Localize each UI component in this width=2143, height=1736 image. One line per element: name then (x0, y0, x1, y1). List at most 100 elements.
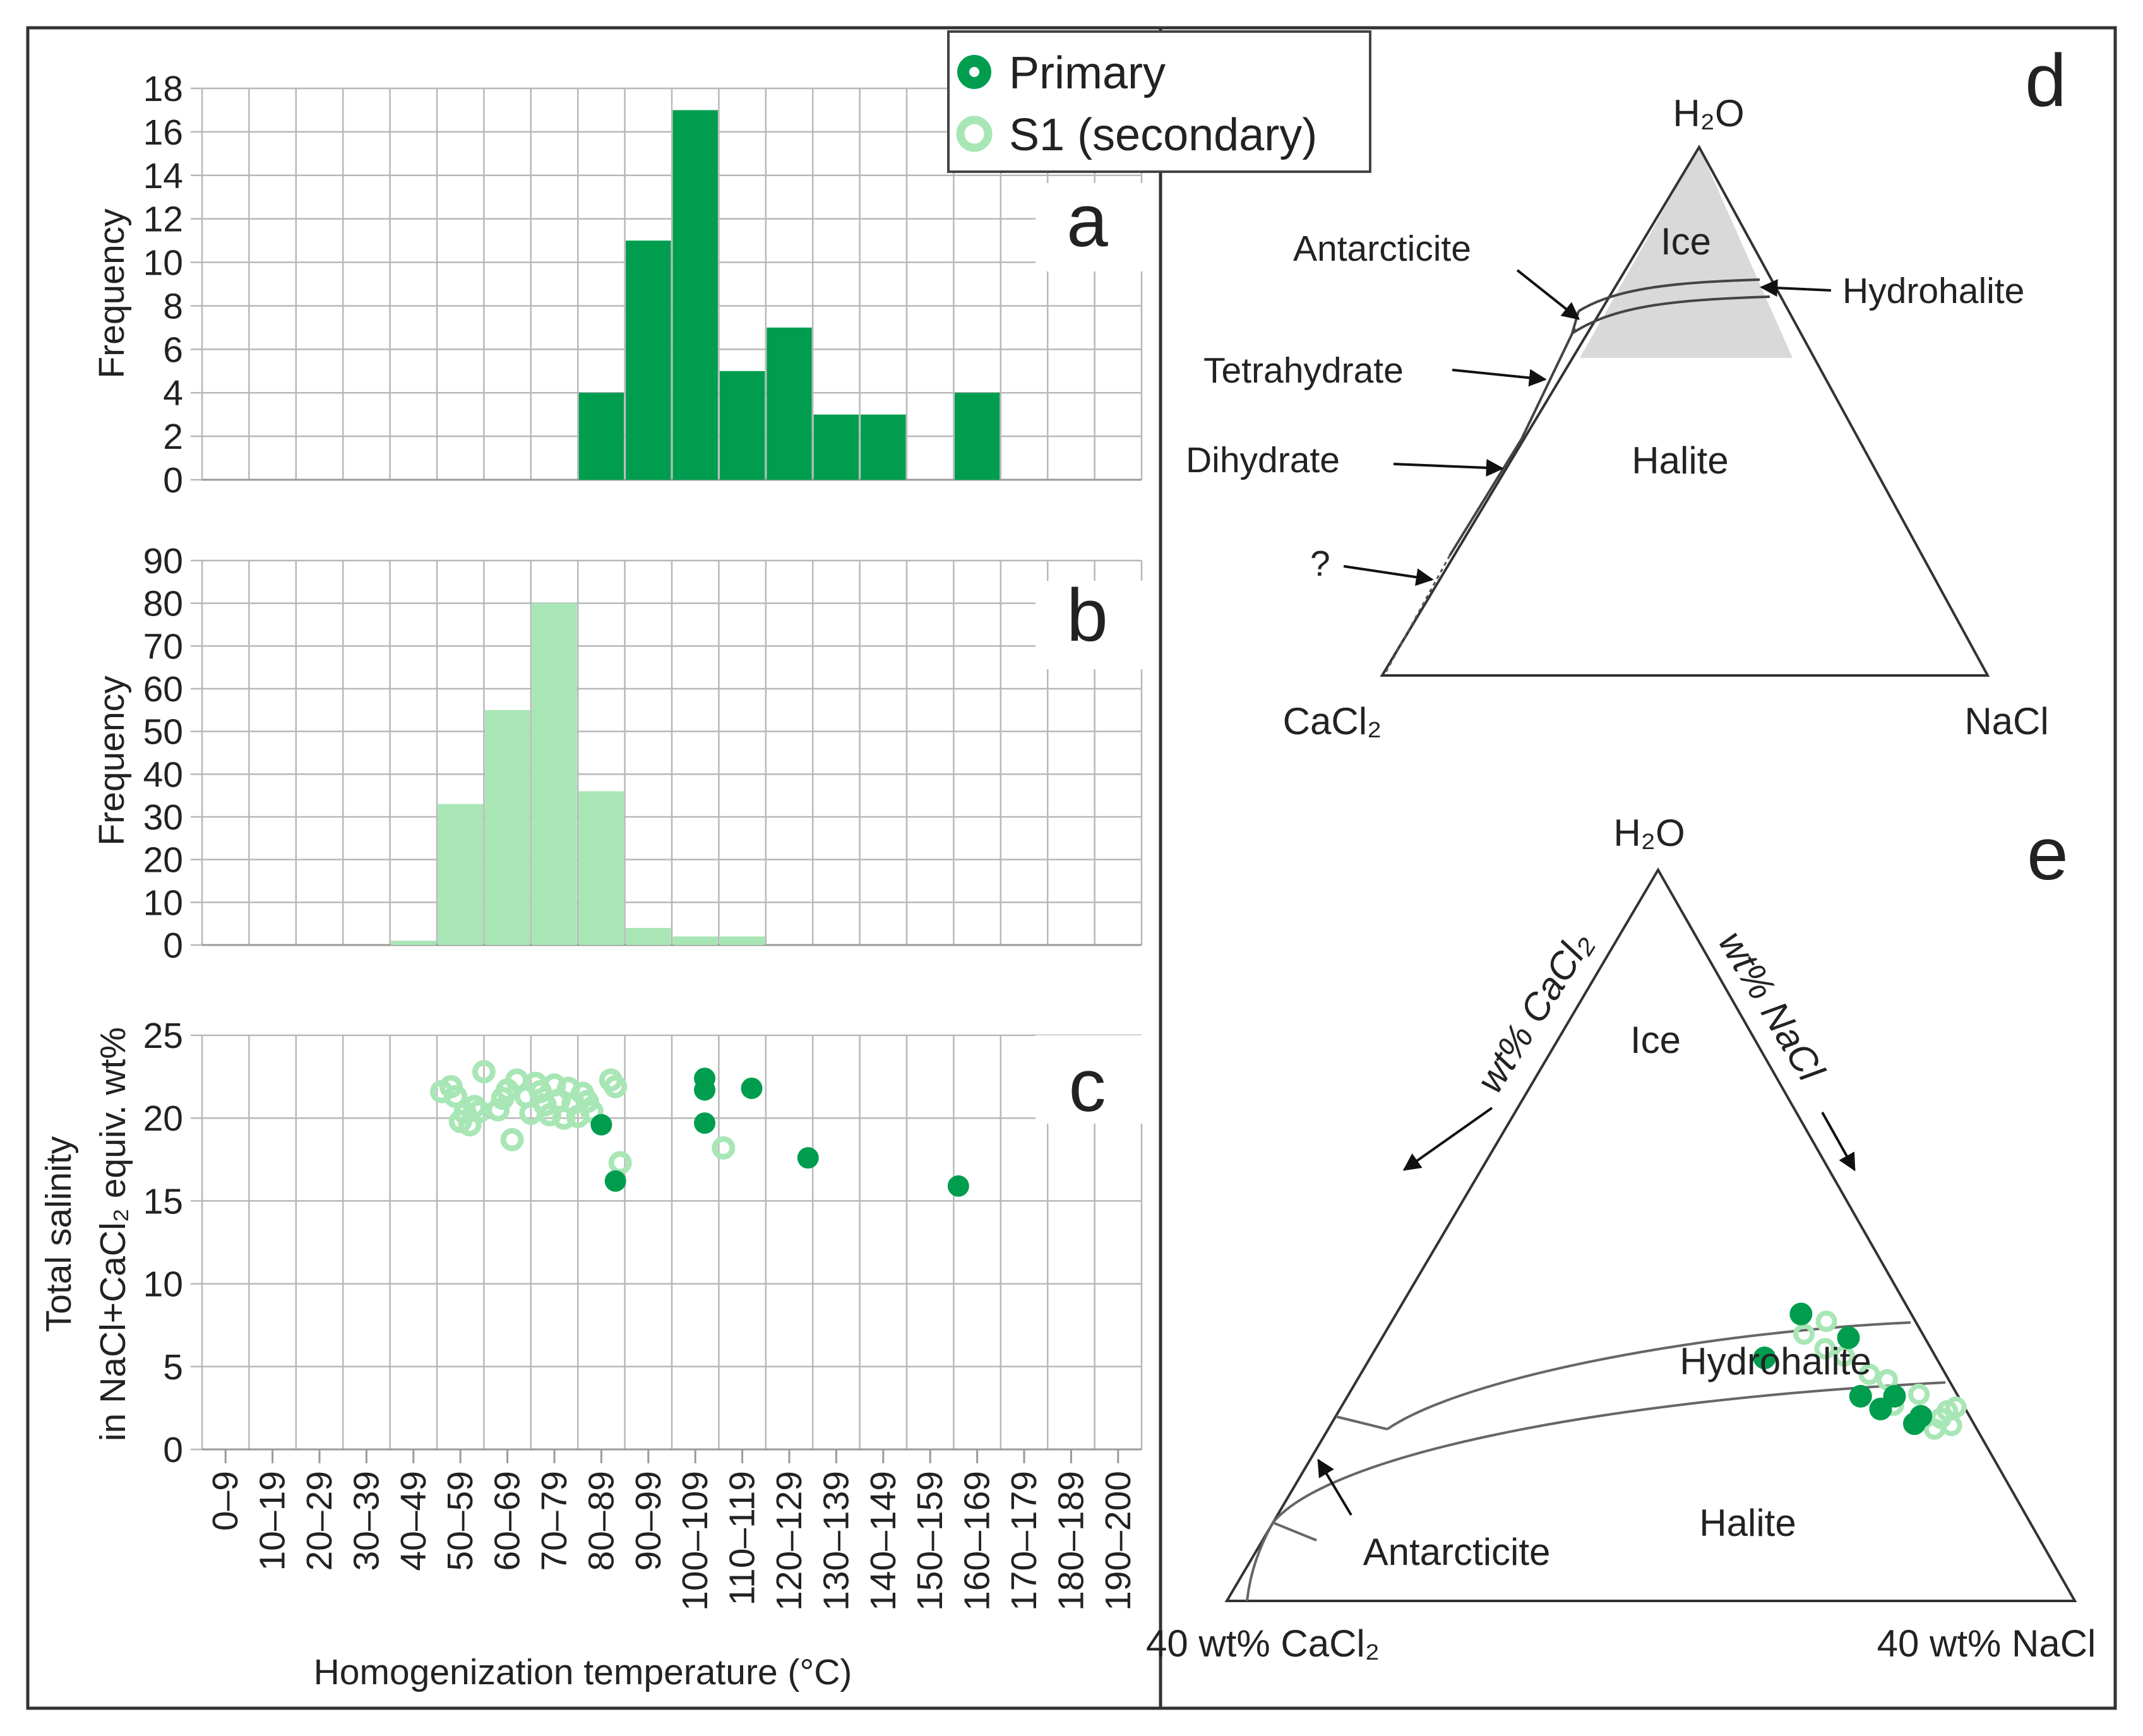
panel-e-letter: e (2027, 812, 2068, 896)
bar (438, 804, 483, 945)
x-category-label: 20–29 (299, 1471, 340, 1571)
y-tick-label: 10 (143, 243, 183, 283)
y-tick-label: 60 (143, 669, 183, 710)
halite-field-label-e: Halite (1699, 1502, 1796, 1544)
bar (767, 327, 812, 480)
panel-b-grid (191, 559, 1143, 946)
boundary-antarcticite-e (1246, 1522, 1274, 1602)
ternary-d-triangle (1380, 144, 1990, 677)
y-tick-label: 15 (143, 1181, 183, 1222)
y-tick-label: 4 (163, 373, 183, 413)
boundary-dihydrate (1448, 437, 1523, 557)
antarcticite-arrow (1516, 269, 1580, 320)
bar (813, 414, 859, 480)
y-tick-label: 0 (163, 1430, 183, 1470)
dihydrate-label: Dihydrate (1186, 440, 1340, 480)
y-tick-label: 50 (143, 712, 183, 752)
nacl-axis-arrow (1821, 1112, 1856, 1172)
x-category-label: 10–19 (253, 1471, 293, 1571)
bar (954, 393, 1000, 480)
secondary-point (1858, 1364, 1880, 1386)
ice-field-label-e: Ice (1630, 1019, 1681, 1061)
panel-c-points (429, 1060, 969, 1197)
panel-a-bars (578, 110, 1000, 480)
primary-point (797, 1147, 819, 1169)
primary-point (947, 1175, 969, 1197)
unknown-phase-arrow (1343, 565, 1434, 586)
y-tick-label: 25 (143, 1016, 183, 1056)
primary-point (694, 1079, 716, 1101)
legend-secondary-marker (956, 116, 993, 152)
x-category-label: 100–109 (675, 1471, 715, 1611)
panel-c-letter: c (1069, 1044, 1106, 1127)
panel-c-letter-bg (1036, 1035, 1143, 1124)
apex-left-label-e: 40 wt% CaCl₂ (1146, 1622, 1380, 1665)
bar (578, 393, 624, 480)
y-tick-label: 10 (143, 1264, 183, 1305)
tetrahydrate-arrow (1452, 369, 1547, 387)
bar (626, 241, 671, 480)
y-tick-label: 80 (143, 584, 183, 624)
halite-field-label: Halite (1632, 439, 1728, 482)
y-tick-label: 16 (143, 112, 183, 153)
primary-point (1837, 1326, 1860, 1350)
panel-b-letter-bg (1036, 581, 1143, 669)
legend: Primary S1 (secondary) (947, 30, 1371, 173)
panel-b-ylabel: Frequency (92, 675, 132, 846)
x-axis-title: Homogenization temperature (°C) (314, 1652, 852, 1692)
y-tick-label: 40 (143, 754, 183, 795)
y-tick-label: 0 (163, 925, 183, 966)
x-category-label: 50–59 (440, 1471, 481, 1571)
hydrohalite-field-label-e: Hydrohalite (1680, 1340, 1871, 1382)
y-tick-label: 2 (163, 417, 183, 457)
cacl2-axis-arrow (1402, 1107, 1493, 1171)
secondary-point (1908, 1383, 1930, 1405)
panel-a-letter-bg (1036, 183, 1143, 271)
hydrohalite-arrow (1760, 279, 1832, 297)
bar (672, 936, 718, 945)
boundary-antarcticite-cap-1 (1335, 1415, 1388, 1430)
y-tick-label: 0 (163, 460, 183, 501)
ternary-phase-diagram: d H₂O CaCl₂ NaCl Ice Halite Antarcticite… (1186, 39, 2067, 742)
primary-point (1849, 1384, 1872, 1408)
y-tick-label: 6 (163, 330, 183, 370)
y-tick-label: 14 (143, 156, 183, 196)
bar (719, 936, 765, 945)
unknown-phase-label: ? (1310, 544, 1330, 584)
x-category-label: 130–139 (816, 1471, 856, 1611)
panel-c-y-ticks: 0 5 10 15 20 25 (143, 1016, 183, 1470)
panel-c-grid (191, 1034, 1143, 1451)
secondary-point (1814, 1338, 1836, 1360)
x-category-labels: 0–9 10–19 20–29 30–39 40–49 50–59 60–69 70–79 80… (205, 1449, 1138, 1611)
secondary-point (1793, 1323, 1815, 1345)
figure-frame (26, 26, 2117, 1710)
secondary-point (1945, 1396, 1967, 1418)
primary-point (590, 1114, 612, 1136)
bar (532, 603, 577, 945)
primary-point (1789, 1302, 1813, 1326)
x-category-label: 30–39 (346, 1471, 386, 1571)
boundary-hydrohalite-halite-e (1272, 1381, 1946, 1524)
boundary-tetrahydrate (1520, 328, 1576, 439)
antarcticite-arrow-e (1317, 1458, 1352, 1516)
antarcticite-field-label-e: Antarcticite (1363, 1531, 1551, 1573)
tetrahydrate-label: Tetrahydrate (1203, 350, 1404, 391)
x-category-label: 190–200 (1098, 1471, 1138, 1611)
secondary-point (604, 1074, 628, 1098)
secondary-point (1815, 1311, 1837, 1333)
x-category-label: 170–179 (1004, 1471, 1044, 1611)
secondary-point (472, 1060, 496, 1084)
y-tick-label: 90 (143, 541, 183, 581)
secondary-point (712, 1136, 736, 1160)
y-tick-label: 20 (143, 840, 183, 881)
x-category-label: 160–169 (957, 1471, 998, 1611)
legend-box (947, 30, 1371, 173)
primary-point (1883, 1384, 1906, 1408)
antarcticite-label: Antarcticite (1293, 229, 1471, 269)
primary-point (1753, 1346, 1776, 1369)
boundary-antarcticite-cap-2 (1272, 1521, 1317, 1542)
y-tick-label: 70 (143, 626, 183, 667)
apex-left-label: CaCl₂ (1283, 700, 1382, 742)
x-category-label: 60–69 (487, 1471, 528, 1571)
secondary-point (500, 1127, 524, 1151)
